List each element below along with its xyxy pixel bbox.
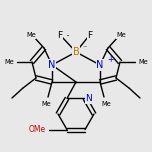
Text: Me: Me (101, 101, 111, 107)
Text: Me: Me (4, 59, 14, 65)
Text: Me: Me (26, 32, 36, 38)
Text: OMe: OMe (28, 125, 46, 134)
Text: +: + (107, 55, 113, 64)
Text: F: F (57, 31, 63, 40)
Text: Me: Me (116, 32, 126, 38)
Text: B: B (73, 47, 79, 57)
Text: F: F (87, 31, 93, 40)
Text: Me: Me (138, 59, 148, 65)
Text: Me: Me (41, 101, 51, 107)
Text: .: . (66, 26, 70, 38)
Text: N: N (86, 94, 92, 103)
Text: N: N (96, 60, 104, 70)
Text: ⁻: ⁻ (83, 43, 87, 52)
Text: N: N (48, 60, 56, 70)
